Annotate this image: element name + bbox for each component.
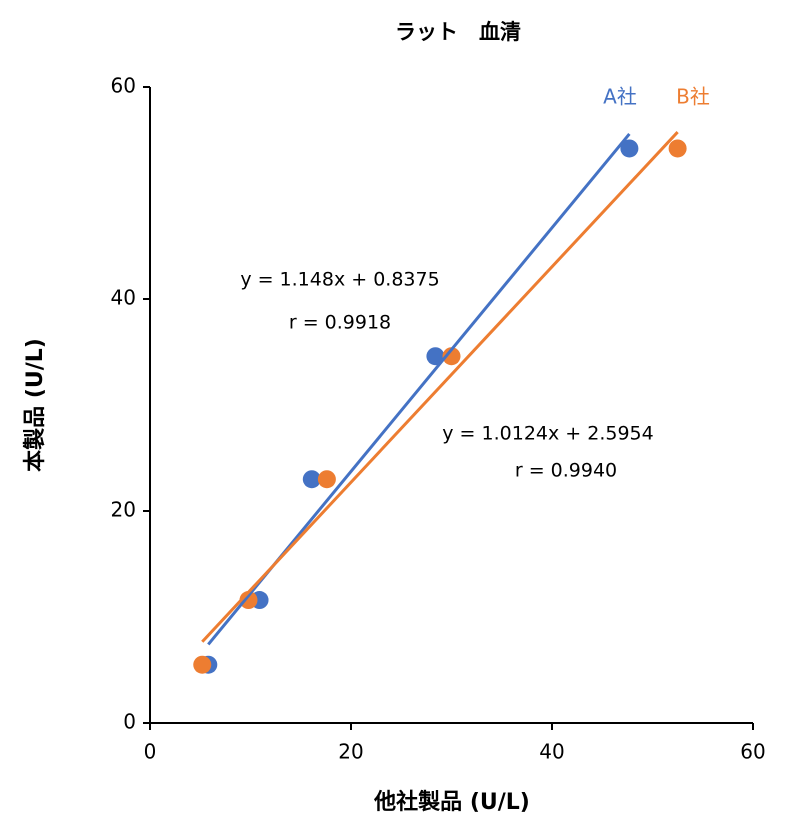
trendline: [201, 131, 679, 643]
x-axis-title: 他社製品 (U/L): [373, 789, 530, 815]
x-tick-label: 20: [338, 740, 363, 764]
point: [442, 347, 461, 366]
x-tick-label: 0: [144, 740, 157, 764]
point: [317, 470, 336, 489]
legend-label: A社: [603, 85, 637, 109]
y-tick-label: 0: [123, 710, 136, 734]
legend-label: B社: [676, 85, 710, 109]
y-tick-label: 40: [111, 286, 136, 310]
x-tick-label: 40: [539, 740, 564, 764]
y-axis-title: 本製品 (U/L): [22, 338, 48, 472]
point: [620, 139, 639, 158]
y-tick-label: 20: [111, 498, 136, 522]
chart-title: ラット 血清: [395, 20, 521, 44]
point: [426, 347, 445, 366]
equation-a: y = 1.148x + 0.8375: [240, 269, 439, 291]
r-value-a: r = 0.9918: [289, 312, 391, 334]
x-tick-label: 60: [740, 740, 765, 764]
y-tick-label: 60: [111, 74, 136, 98]
point: [302, 470, 321, 489]
equation-b: y = 1.0124x + 2.5954: [442, 423, 653, 445]
point: [193, 655, 212, 674]
point: [668, 139, 687, 158]
r-value-b: r = 0.9940: [515, 460, 617, 482]
